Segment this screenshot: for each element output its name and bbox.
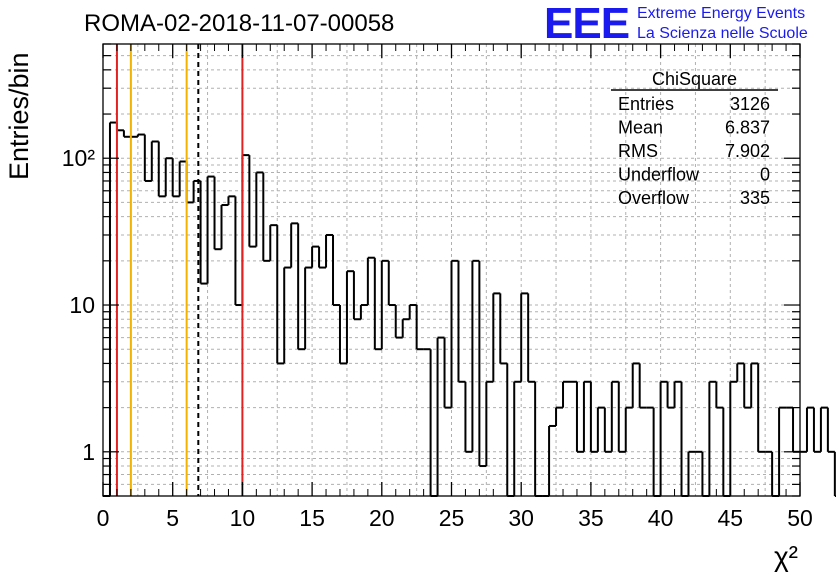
stats-row-value: 0: [760, 165, 770, 185]
stats-row-label: Overflow: [618, 188, 690, 208]
x-tick-label: 50: [787, 505, 813, 531]
x-axis-label: χ²: [774, 541, 798, 572]
x-tick-label: 20: [369, 505, 395, 531]
marker-lines: [115, 44, 244, 496]
logo-line-1: Extreme Energy Events: [637, 5, 806, 22]
chart-title: ROMA-02-2018-11-07-00058: [84, 10, 395, 37]
x-tick-label: 15: [299, 505, 325, 531]
x-tick-label: 25: [439, 505, 465, 531]
stats-row-value: 6.837: [725, 118, 770, 138]
stats-row-value: 3126: [730, 94, 770, 114]
stats-box-title: ChiSquare: [652, 69, 737, 89]
y-tick-label: 10²: [62, 145, 96, 171]
y-tick-label: 1: [82, 439, 95, 465]
stats-row-label: RMS: [618, 141, 658, 161]
stats-row-value: 7.902: [725, 141, 770, 161]
eee-logo: EEE Extreme Energy Events La Scienza nel…: [544, 0, 808, 48]
stats-row-label: Entries: [618, 94, 674, 114]
logo-line-2: La Scienza nelle Scuole: [637, 25, 808, 42]
x-tick-label: 40: [648, 505, 674, 531]
logo-mark: EEE: [544, 0, 630, 48]
stats-row-value: 335: [740, 188, 770, 208]
stats-row-label: Mean: [618, 118, 663, 138]
x-tick-label: 10: [230, 505, 256, 531]
stats-row-label: Underflow: [618, 165, 700, 185]
x-tick-label: 30: [508, 505, 534, 531]
axis-ticks: 0 5 10 15 20 25 30 35 40 45 50 1 10 10²: [62, 43, 813, 531]
y-tick-label: 10: [69, 292, 95, 318]
histogram-bars: [103, 121, 836, 497]
x-tick-label: 5: [166, 505, 179, 531]
x-tick-label: 35: [578, 505, 604, 531]
stats-box: ChiSquare Entries 3126 Mean 6.837 RMS 7.902 Und…: [611, 69, 778, 208]
x-tick-label: 0: [97, 505, 110, 531]
x-tick-label: 45: [718, 505, 744, 531]
